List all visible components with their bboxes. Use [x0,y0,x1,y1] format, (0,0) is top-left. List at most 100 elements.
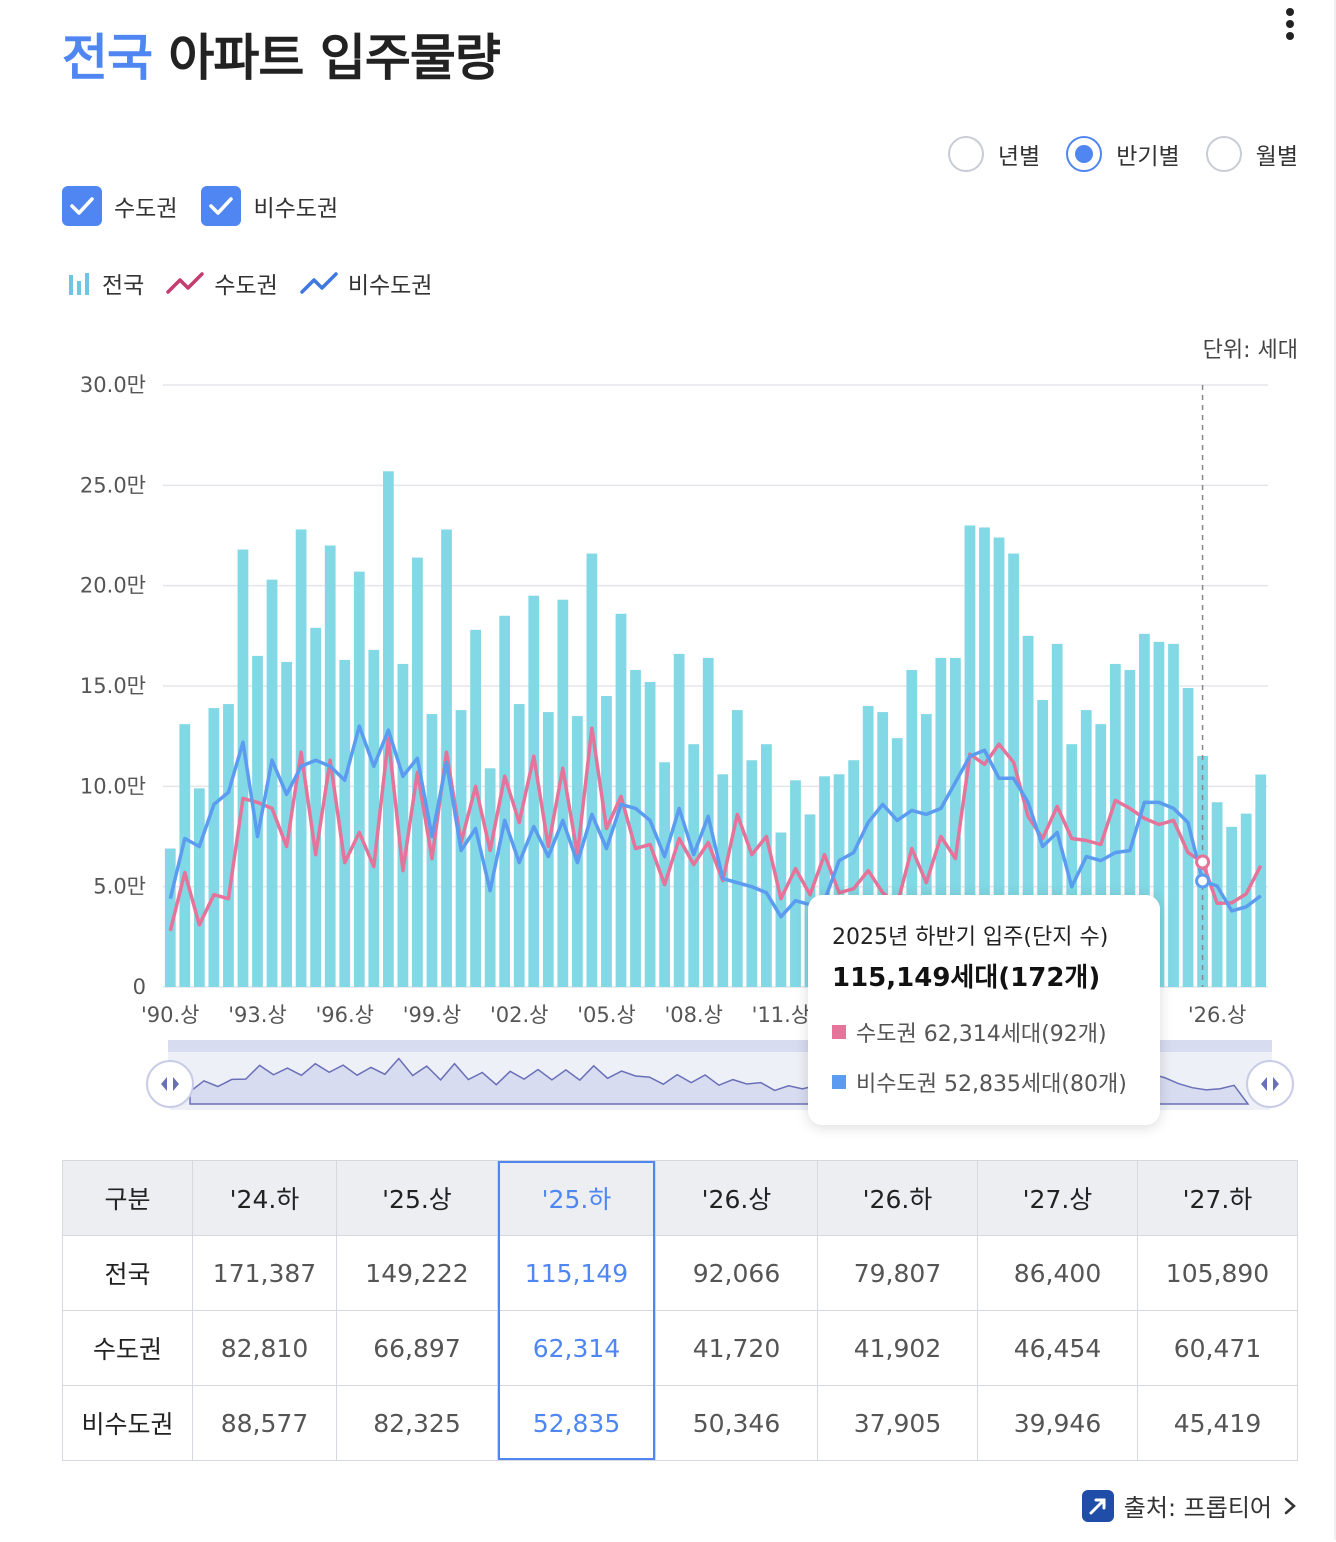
legend-capital[interactable]: 수도권 [166,266,278,300]
bar [164,848,176,987]
chart-tooltip: 2025년 하반기 입주(단지 수) 115,149세대(172개) 수도권 6… [808,895,1160,1125]
table-cell: 45,419 [1137,1385,1298,1461]
bar [179,724,191,987]
bar [906,669,918,987]
checkbox-label: 수도권 [114,196,178,222]
bar [1095,724,1107,987]
bar [266,579,278,987]
table-header-cell-selected[interactable]: '25.하 [497,1160,656,1236]
bar [252,655,263,987]
checkbox-capital[interactable]: 수도권 [62,186,177,226]
series-line [168,726,1263,932]
x-tick-label: '05.상 [577,1003,636,1027]
highlight-point [1195,873,1211,889]
bar [1255,774,1267,987]
bar [1240,813,1252,987]
bar [1197,755,1208,987]
table-header-cell[interactable]: '27.하 [1137,1160,1298,1236]
bar [935,657,947,987]
bar [601,696,612,987]
x-tick-label: '93.상 [228,1003,287,1027]
chart-legend: 전국 수도권 비수도권 [66,266,454,300]
bar [484,768,496,987]
y-tick-label: 25.0만 [80,473,146,497]
table-cell: 92,066 [655,1235,818,1311]
row-label: 수도권 [62,1310,193,1386]
bar [761,744,772,987]
row-label: 비수도권 [62,1385,193,1461]
checkbox-noncapital[interactable]: 비수도권 [201,186,338,226]
checkmark-icon [62,186,102,226]
legend-national[interactable]: 전국 [66,266,144,300]
table-header-cell[interactable]: '25.상 [336,1160,498,1236]
bar [193,788,205,987]
table-cell: 50,346 [655,1385,818,1461]
radio-half-yearly[interactable]: 반기별 [1066,136,1180,172]
table-row: 수도권 82,810 66,897 62,314 41,720 41,902 4… [62,1310,1298,1386]
period-radio-group: 년별 반기별 월별 [922,136,1298,172]
bar [1182,688,1194,987]
radio-circle [947,136,984,172]
bar [993,537,1005,987]
navigator-arrow-icon [1261,1077,1279,1091]
bar [1211,802,1223,987]
source-link[interactable]: 출처: 프롭티어 [1081,1488,1300,1523]
y-tick-label: 10.0만 [80,774,146,798]
table-cell: 86,400 [977,1235,1138,1311]
tooltip-noncapital: 비수도권 52,835세대(80개) [856,1072,1127,1097]
x-tick-label: '02.상 [490,1003,549,1027]
checkmark-icon [201,186,242,226]
bar [470,629,481,987]
bar [557,599,569,987]
y-tick-label: 5.0만 [93,875,146,899]
bar [1168,643,1179,987]
bar [979,527,990,987]
tooltip-capital: 수도권 62,314세대(92개) [856,1022,1107,1047]
bar [1226,826,1238,987]
bar [237,549,249,987]
table-cell: 79,807 [817,1235,978,1311]
navigator-handle-icon [146,1060,194,1108]
table-cell: 171,387 [192,1235,337,1311]
bar [281,661,292,987]
page-title: 전국 아파트 입주물량 [62,18,501,90]
unit-label: 단위: 세대 [1202,338,1298,363]
radio-monthly[interactable]: 월별 [1205,136,1298,172]
bar [223,704,234,987]
radio-circle [1066,136,1103,172]
table-header-cell[interactable]: '27.상 [977,1160,1138,1236]
bar [862,706,874,987]
table-cell: 149,222 [336,1235,498,1311]
table-cell: 82,325 [336,1385,498,1461]
bar-legend-icon [69,273,89,295]
chevron-right-icon [1284,1497,1296,1514]
table-header-row: 구분 '24.하 '25.상 '25.하 '26.상 '26.하 '27.상 '… [62,1160,1298,1236]
table-cell: 82,810 [192,1310,337,1386]
bar [731,710,743,987]
highlight-point [1195,854,1211,870]
line-legend-icon [300,272,338,294]
table-header-cell: 구분 [62,1160,193,1236]
bar [950,657,961,987]
bar [920,714,932,987]
title-region[interactable]: 전국 [62,29,153,87]
table-header-cell[interactable]: '26.하 [817,1160,978,1236]
table-cell: 46,454 [977,1310,1138,1386]
table-header-cell[interactable]: '26.상 [655,1160,818,1236]
table-cell: 39,946 [977,1385,1138,1461]
tooltip-title: 2025년 하반기 입주(단지 수) [832,925,1109,950]
bar [339,659,351,987]
bar [1124,669,1136,987]
y-tick-label: 0 [133,975,146,999]
title-text: 아파트 입주물량 [168,29,500,87]
table-header-cell[interactable]: '24.하 [192,1160,337,1236]
more-menu-icon[interactable] [1278,4,1302,48]
bar [353,571,365,987]
radio-label: 반기별 [1116,144,1180,170]
bar [1080,710,1092,987]
radio-yearly[interactable]: 년별 [947,136,1040,172]
bar [630,669,641,987]
bar [1051,643,1063,987]
legend-noncapital[interactable]: 비수도권 [300,266,432,300]
